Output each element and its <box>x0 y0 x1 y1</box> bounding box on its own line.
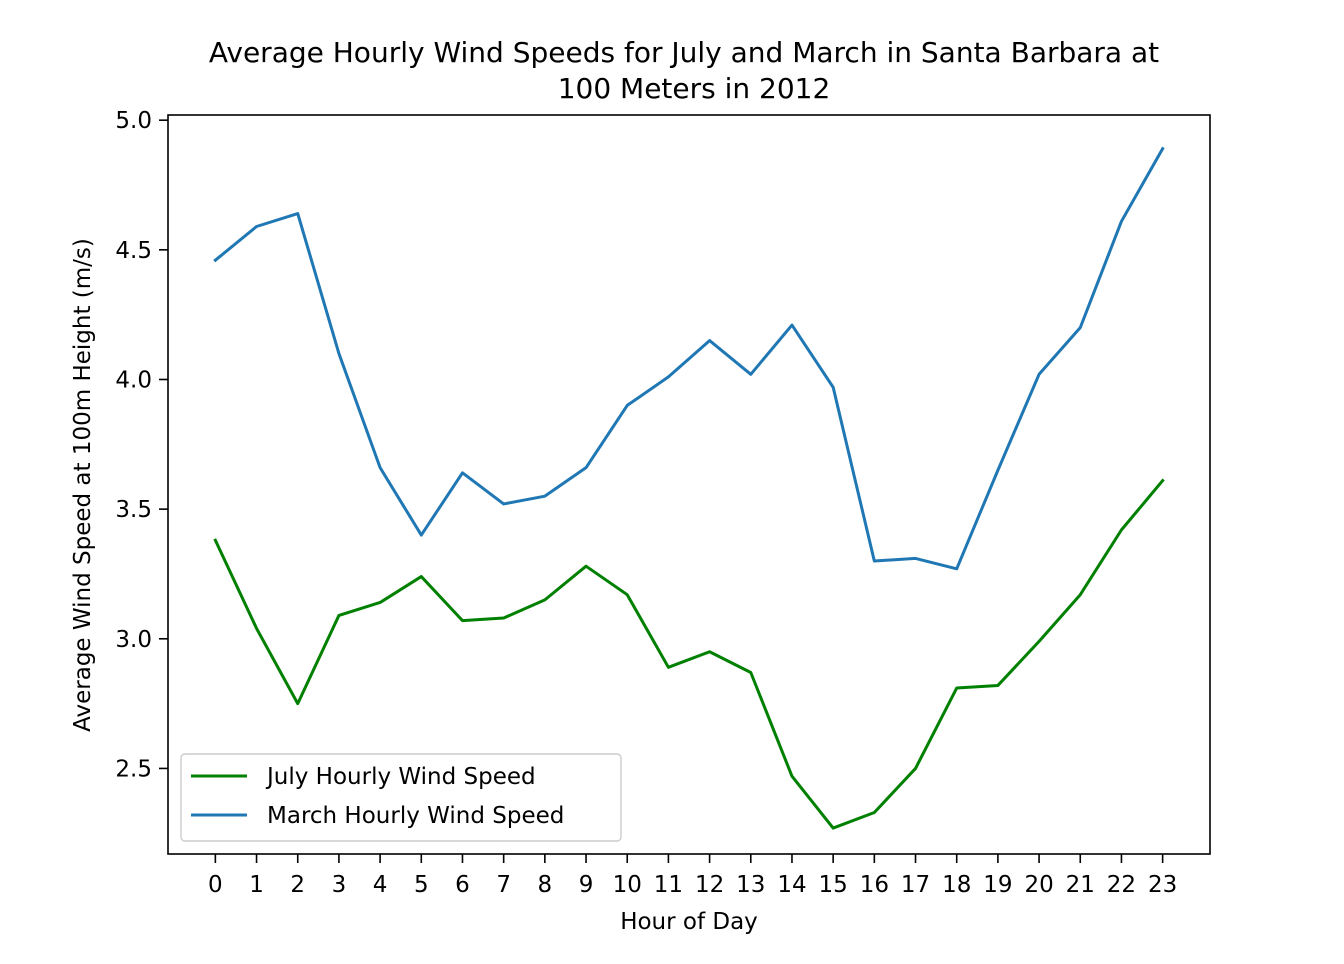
x-tick-label: 20 <box>1024 872 1053 898</box>
legend-label-july: July Hourly Wind Speed <box>265 764 536 790</box>
x-tick-label: 3 <box>332 872 347 898</box>
y-tick-label: 2.5 <box>115 756 152 782</box>
x-tick-label: 6 <box>455 872 470 898</box>
axis-ticks: 0 1 2 3 4 5 6 7 8 9 10 11 12 13 14 15 16 17 18 19 20 21 22 232.… <box>115 108 1177 898</box>
x-tick-label: 22 <box>1107 872 1136 898</box>
x-tick-label: 17 <box>901 872 930 898</box>
y-tick-label: 3.0 <box>115 627 152 653</box>
x-tick-label: 19 <box>983 872 1012 898</box>
x-tick-label: 16 <box>860 872 889 898</box>
x-tick-label: 4 <box>373 872 388 898</box>
x-tick-label: 18 <box>942 872 971 898</box>
x-tick-label: 8 <box>538 872 553 898</box>
legend-box <box>180 753 622 842</box>
x-tick-label: 9 <box>579 872 594 898</box>
chart-title-line-2: 100 Meters in 2012 <box>558 72 831 105</box>
x-axis-label: Hour of Day <box>620 909 758 935</box>
x-tick-label: 2 <box>290 872 305 898</box>
x-tick-label: 5 <box>414 872 429 898</box>
legend: July Hourly Wind Speed March Hourly Wind… <box>180 753 622 842</box>
x-tick-label: 15 <box>819 872 848 898</box>
plot-area-frame <box>167 114 1211 855</box>
x-tick-label: 12 <box>695 872 724 898</box>
x-tick-label: 14 <box>777 872 806 898</box>
y-tick-label: 5.0 <box>115 108 152 134</box>
x-tick-label: 1 <box>249 872 264 898</box>
y-tick-label: 4.0 <box>115 367 152 393</box>
x-tick-label: 23 <box>1148 872 1177 898</box>
series-line-july <box>213 478 1165 830</box>
chart-title-line-1: Average Hourly Wind Speeds for July and … <box>209 36 1159 69</box>
x-tick-label: 11 <box>654 872 683 898</box>
series-lines <box>213 146 1165 830</box>
x-tick-label: 7 <box>496 872 511 898</box>
x-tick-label: 0 <box>208 872 223 898</box>
y-axis-label: Average Wind Speed at 100m Height (m/s) <box>70 238 96 732</box>
x-tick-label: 13 <box>736 872 765 898</box>
y-tick-label: 3.5 <box>115 497 152 523</box>
y-tick-label: 4.5 <box>115 238 152 264</box>
x-tick-label: 10 <box>613 872 642 898</box>
legend-label-march: March Hourly Wind Speed <box>267 803 564 829</box>
series-line-march <box>213 146 1165 571</box>
x-tick-label: 21 <box>1066 872 1095 898</box>
